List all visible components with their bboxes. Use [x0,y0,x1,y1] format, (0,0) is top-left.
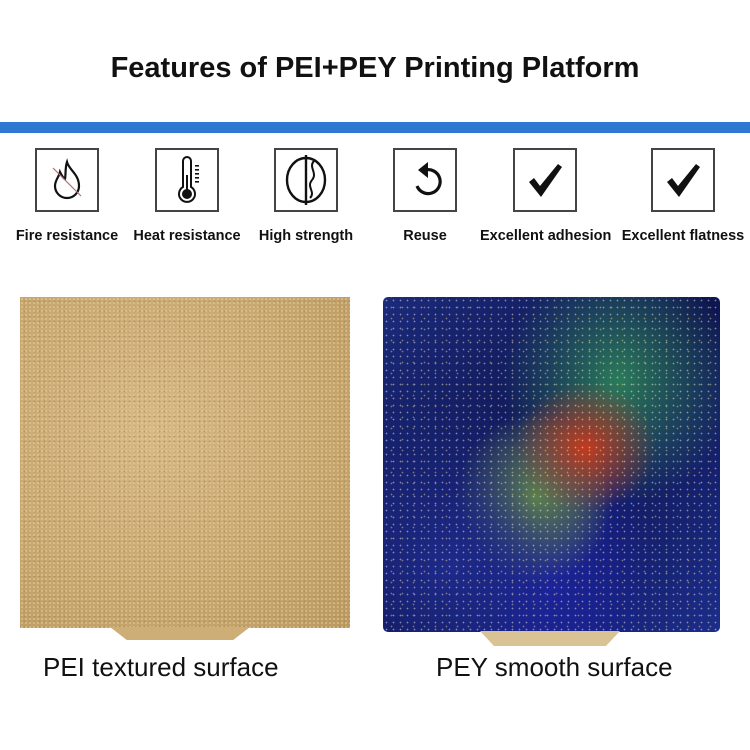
pei-textured-plate-image [20,297,350,628]
feature-fire-resistance: Fire resistance [2,148,132,244]
pey-smooth-plate-image [383,297,720,632]
pey-plate-tab [480,631,620,646]
pei-plate-tab [110,627,250,640]
page-title: Features of PEI+PEY Printing Platform [110,52,640,84]
checkmark-icon [651,148,715,212]
feature-heat-resistance: Heat resistance [122,148,252,244]
accent-divider [0,122,750,133]
feature-label: Fire resistance [15,228,119,244]
feature-high-strength: High strength [241,148,371,244]
feature-label: Heat resistance [133,228,241,244]
feature-label: Reuse [403,228,447,244]
checkmark-icon [513,148,577,212]
thermometer-icon [155,148,219,212]
reuse-arrow-icon [393,148,457,212]
pei-label: PEI textured surface [43,652,279,682]
feature-label: High strength [258,228,354,244]
strength-icon [274,148,338,212]
feature-excellent-flatness: Excellent flatness [618,148,748,244]
pey-label: PEY smooth surface [436,652,673,682]
feature-excellent-adhesion: Excellent adhesion [480,148,612,244]
fire-resistant-icon [35,148,99,212]
feature-reuse: Reuse [360,148,490,244]
feature-label: Excellent adhesion [480,228,612,244]
feature-label: Excellent flatness [621,228,745,244]
